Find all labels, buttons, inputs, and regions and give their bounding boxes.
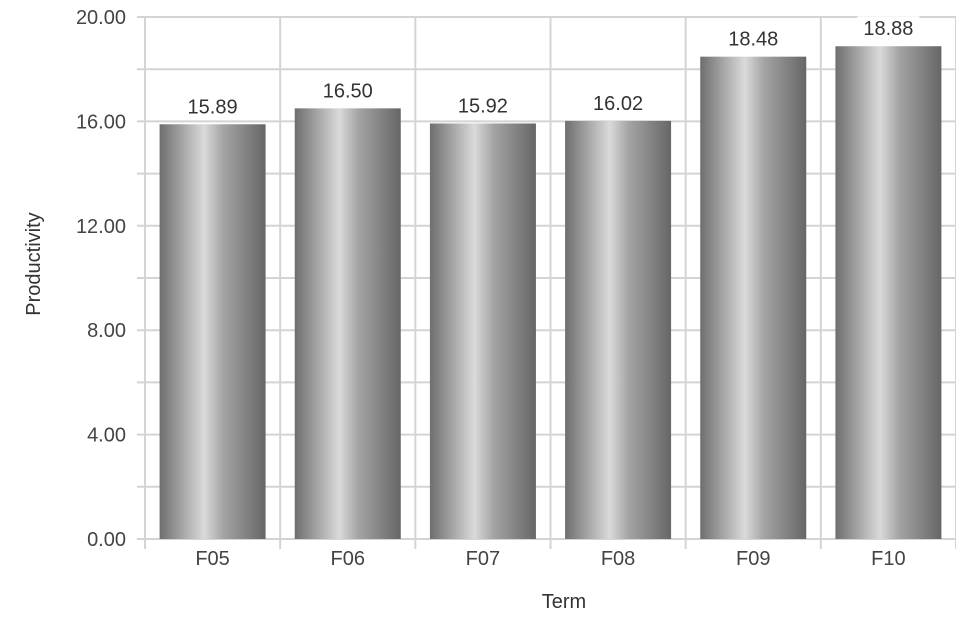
data-label: 18.88 — [863, 18, 913, 40]
y-axis-ticks: 0.00 4.00 8.00 12.00 16.00 20.00 — [76, 7, 126, 551]
x-tick-label: F09 — [736, 548, 770, 570]
bar-f07 — [429, 123, 536, 539]
data-label-background — [181, 94, 244, 119]
x-axis-ticks: F05 F06 F07 F08 F09 F10 — [195, 548, 905, 570]
y-tick-label: 0.00 — [87, 529, 126, 551]
bar-f08 — [565, 120, 672, 540]
bar-f09 — [700, 56, 807, 540]
x-tick-label: F10 — [871, 548, 905, 570]
data-label: 16.50 — [323, 80, 373, 102]
y-tick-label: 20.00 — [76, 7, 126, 29]
y-tick-label: 16.00 — [76, 111, 126, 133]
x-tick-label: F06 — [331, 548, 365, 570]
bar-f05 — [159, 124, 266, 540]
x-tick-label: F05 — [195, 548, 229, 570]
data-label: 18.48 — [728, 29, 778, 51]
data-label: 15.92 — [458, 95, 508, 117]
data-label-background — [587, 90, 650, 115]
y-tick-label: 4.00 — [87, 425, 126, 447]
data-label-background — [722, 26, 785, 51]
data-label-background — [857, 16, 920, 41]
y-tick-label: 12.00 — [76, 216, 126, 238]
bars — [159, 46, 942, 540]
data-label: 16.02 — [593, 93, 643, 115]
data-labels: 15.89 16.50 15.92 16.02 18.48 18.88 — [181, 16, 920, 119]
bar-f06 — [294, 108, 401, 539]
y-tick-label: 8.00 — [87, 320, 126, 342]
x-tick-label: F08 — [601, 548, 635, 570]
bar-f10 — [835, 46, 942, 540]
x-tick-label: F07 — [466, 548, 500, 570]
y-axis-title: Productivity — [23, 212, 45, 315]
x-axis-title: Term — [542, 591, 586, 613]
data-label-background — [316, 78, 379, 103]
data-label: 15.89 — [188, 96, 238, 118]
grid — [137, 16, 956, 549]
data-label-background — [451, 93, 514, 118]
